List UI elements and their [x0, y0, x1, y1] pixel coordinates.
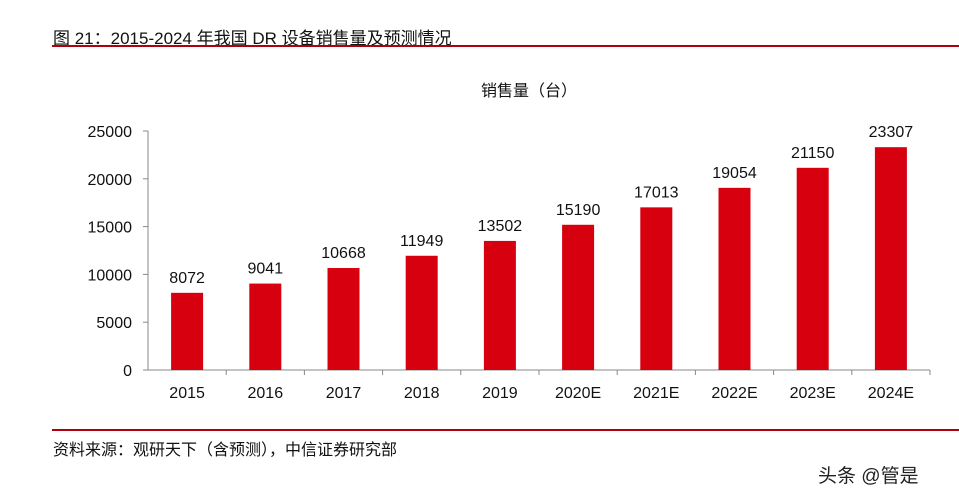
x-tick-label: 2017: [326, 385, 362, 402]
watermark: 头条 @管是: [818, 466, 919, 487]
y-tick-label: 10000: [88, 267, 133, 284]
y-tick-label: 20000: [88, 172, 133, 189]
y-tick-label: 0: [123, 363, 132, 380]
bar-2021E: [640, 207, 673, 370]
bar-2018: [405, 255, 438, 370]
data-label: 21150: [791, 145, 834, 162]
y-tick-label: 25000: [88, 124, 133, 141]
x-tick-label: 2024E: [868, 385, 914, 402]
data-label: 9041: [248, 261, 284, 278]
source-note: 资料来源：观研天下（含预测），中信证券研究部: [53, 442, 398, 459]
title-rule: [52, 45, 959, 47]
x-tick-label: 2020E: [555, 385, 601, 402]
x-tick-label: 2016: [248, 385, 284, 402]
x-tick-label: 2015: [169, 385, 205, 402]
data-label: 13502: [478, 218, 523, 235]
x-tick-label: 2018: [404, 385, 440, 402]
figure-title: 图 21：2015-2024 年我国 DR 设备销售量及预测情况: [53, 29, 452, 48]
bar-2022E: [718, 187, 751, 370]
x-tick-label: 2021E: [633, 385, 679, 402]
x-tick-label: 2022E: [711, 385, 757, 402]
chart-title: 销售量（台）: [481, 82, 577, 100]
bar-2024E: [874, 147, 907, 370]
data-label: 10668: [321, 245, 366, 262]
data-label: 11949: [400, 233, 443, 250]
data-label: 15190: [556, 202, 601, 219]
data-label: 19054: [712, 165, 757, 182]
bar-2017: [327, 268, 360, 370]
bar-2016: [249, 283, 282, 370]
x-tick-label: 2019: [482, 385, 518, 402]
bar-2015: [171, 292, 204, 370]
data-label: 17013: [634, 184, 679, 201]
bar-2023E: [796, 167, 829, 370]
data-label: 8072: [169, 270, 205, 287]
data-label: 23307: [869, 124, 914, 141]
y-tick-label: 15000: [88, 220, 133, 237]
y-tick-label: 5000: [96, 315, 132, 332]
bar-2019: [483, 240, 516, 370]
bar-2020E: [562, 224, 595, 370]
footer-rule: [52, 429, 959, 431]
x-tick-label: 2023E: [790, 385, 836, 402]
